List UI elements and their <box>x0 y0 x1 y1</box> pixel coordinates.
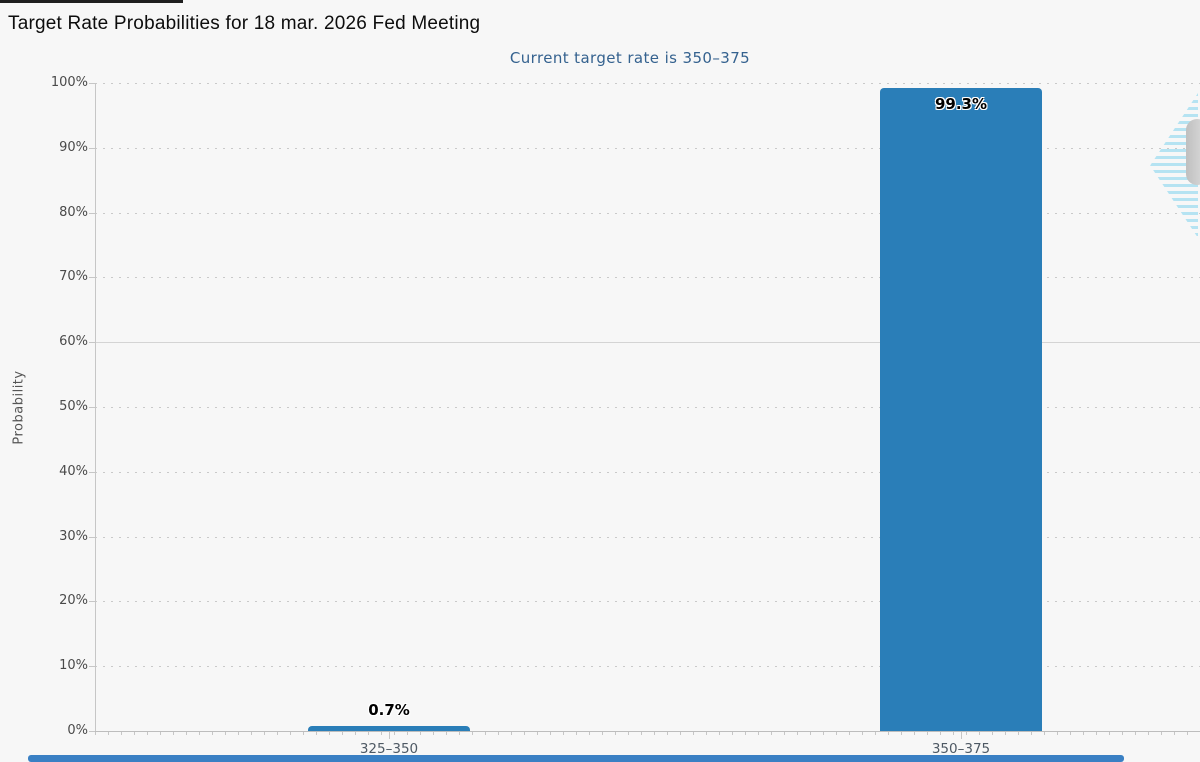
y-tick-label: 90% <box>59 140 88 155</box>
logo-globe-partial-icon <box>1186 119 1200 185</box>
probability-bar[interactable] <box>880 88 1042 731</box>
x-axis-tick <box>389 732 390 739</box>
x-category-label: 325–350 <box>359 741 419 757</box>
y-axis-tick <box>89 277 95 278</box>
x-axis-line <box>95 731 1200 732</box>
probability-bar[interactable] <box>308 726 470 731</box>
gridline-80 <box>95 213 1200 214</box>
gridline-70 <box>95 277 1200 278</box>
gridline-20 <box>95 601 1200 602</box>
y-tick-label: 100% <box>50 75 88 90</box>
cme-logo-watermark <box>1146 93 1200 238</box>
y-tick-label: 0% <box>67 723 88 738</box>
y-tick-label: 50% <box>59 399 88 414</box>
x-category-label: 350–375 <box>931 741 991 757</box>
y-axis-tick <box>89 601 95 602</box>
y-axis-tick <box>89 213 95 214</box>
y-tick-label: 10% <box>59 658 88 673</box>
y-axis-tick <box>89 342 95 343</box>
horizontal-scrollbar-thumb[interactable] <box>28 755 1124 762</box>
y-axis-tick <box>89 407 95 408</box>
x-axis-minor-ticks <box>95 732 1200 735</box>
y-axis-tick <box>89 537 95 538</box>
y-tick-label: 60% <box>59 334 88 349</box>
y-tick-label: 40% <box>59 464 88 479</box>
loading-progress-bar <box>0 0 183 3</box>
gridline-60 <box>95 342 1200 343</box>
y-axis-tick <box>89 731 95 732</box>
chart-subtitle: Current target rate is 350–375 <box>509 49 751 67</box>
y-tick-label: 80% <box>59 205 88 220</box>
y-axis-line <box>95 83 96 731</box>
y-axis-tick <box>89 148 95 149</box>
gridline-90 <box>95 148 1200 149</box>
gridline-30 <box>95 537 1200 538</box>
y-axis-tick <box>89 83 95 84</box>
y-axis-tick <box>89 666 95 667</box>
gridline-40 <box>95 472 1200 473</box>
y-tick-label: 30% <box>59 529 88 544</box>
y-tick-label: 20% <box>59 593 88 608</box>
bar-value-label: 0.7% <box>368 701 410 719</box>
gridline-50 <box>95 407 1200 408</box>
bar-value-label: 99.3% <box>934 95 988 113</box>
gridline-10 <box>95 666 1200 667</box>
x-axis-tick <box>961 732 962 739</box>
y-tick-label: 70% <box>59 269 88 284</box>
y-axis-tick <box>89 472 95 473</box>
page-title: Target Rate Probabilities for 18 mar. 20… <box>8 13 481 34</box>
gridline-100 <box>95 83 1200 84</box>
